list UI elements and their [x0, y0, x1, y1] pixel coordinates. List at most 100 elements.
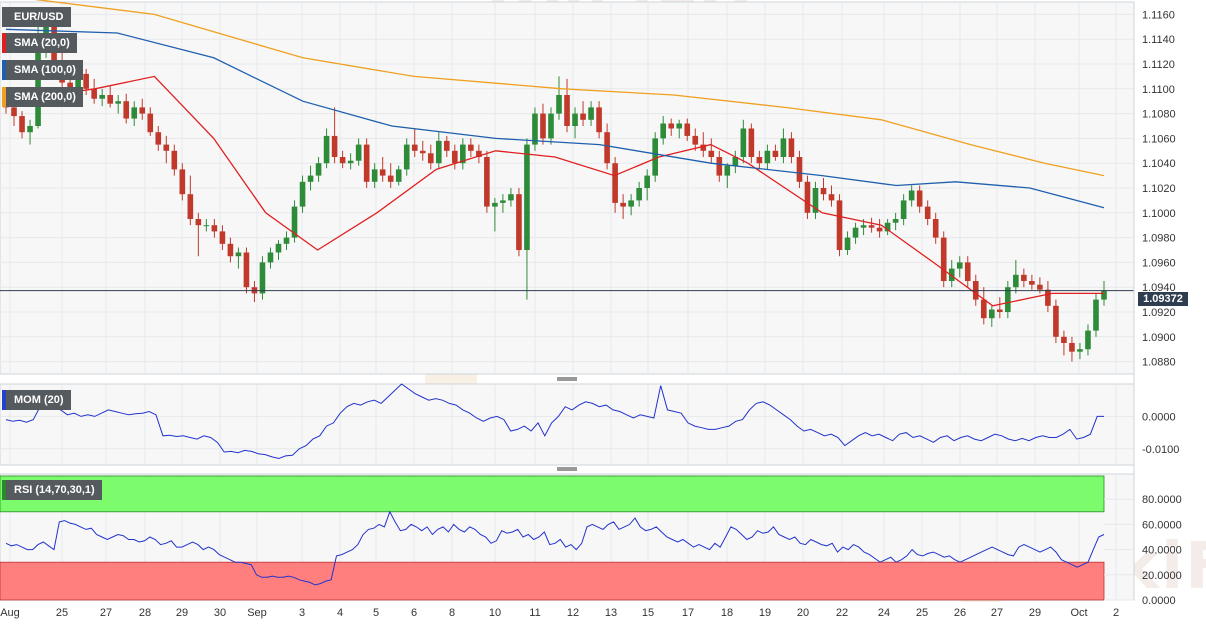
- y-tick-label: 0.0000: [1142, 595, 1176, 607]
- legend-sma200[interactable]: SMA (200,0): [2, 87, 83, 107]
- candle-body: [732, 157, 739, 166]
- candle-body: [227, 243, 234, 257]
- y-tick-label: 1.0940: [1142, 282, 1176, 294]
- candle-body: [379, 169, 386, 176]
- x-tick-label: 6: [411, 607, 417, 619]
- candle-body: [740, 128, 747, 157]
- x-tick-label: 4: [337, 607, 343, 619]
- y-tick-label: 1.0960: [1142, 257, 1176, 269]
- candle-body: [1029, 281, 1035, 285]
- legend-sma100[interactable]: SMA (100,0): [2, 60, 83, 80]
- legend-swatch: [2, 87, 6, 107]
- candle-body: [812, 188, 819, 213]
- candle-body: [259, 262, 266, 294]
- candle-body: [155, 132, 162, 145]
- candle-body: [115, 101, 122, 104]
- legend-label: SMA (100,0): [14, 64, 76, 76]
- candle-body: [772, 150, 779, 157]
- x-tick-label: 2: [1113, 607, 1119, 619]
- legend-mom[interactable]: MOM (20): [2, 390, 71, 410]
- y-tick-label: 0.0000: [1142, 411, 1176, 423]
- candle-body: [99, 95, 105, 99]
- candle-body: [820, 188, 827, 195]
- candle-body: [403, 144, 410, 170]
- candle-body: [684, 123, 691, 136]
- sma200-line: [34, 0, 1105, 177]
- candle-body: [347, 160, 354, 164]
- candle-body: [580, 113, 586, 120]
- y-tick-label: 1.1000: [1142, 208, 1176, 220]
- candle-body: [179, 169, 186, 195]
- candle-body: [532, 113, 538, 145]
- candle-body: [315, 163, 322, 176]
- candle-body: [844, 237, 851, 250]
- candle-body: [476, 150, 482, 157]
- candle-body: [884, 222, 891, 232]
- candle-body: [11, 107, 17, 117]
- candle-body: [708, 150, 715, 157]
- candle-body: [131, 107, 138, 119]
- legend-rsi[interactable]: RSI (14,70,30,1): [2, 480, 102, 500]
- candle-body: [67, 82, 73, 92]
- current-price-label: 1.09372: [1138, 292, 1188, 306]
- legend-label: SMA (200,0): [14, 91, 76, 103]
- x-tick-label: 25: [56, 607, 68, 619]
- y-tick-label: 1.1020: [1142, 183, 1176, 195]
- candle-body: [676, 123, 683, 129]
- candle-body: [1037, 284, 1043, 290]
- y-tick-label: 20.0000: [1142, 570, 1182, 582]
- x-tick-label: 17: [682, 607, 694, 619]
- panel-resize-handle: [557, 467, 577, 471]
- x-tick-label: 5: [373, 607, 379, 619]
- x-tick-label: Sep: [247, 607, 267, 619]
- y-tick-label: 1.1140: [1142, 34, 1175, 46]
- x-tick-label: Aug: [0, 607, 20, 619]
- candle-body: [91, 88, 97, 99]
- candle-body: [997, 309, 1003, 312]
- candle-body: [764, 150, 771, 164]
- candle-body: [1077, 349, 1083, 352]
- candle-body: [307, 175, 314, 182]
- candle-body: [243, 252, 250, 288]
- legend-swatch: [2, 33, 6, 53]
- candle-body: [267, 252, 274, 263]
- mom-line: [5, 383, 1104, 460]
- x-tick-label: 12: [567, 607, 579, 619]
- candle-body: [355, 144, 362, 161]
- x-tick-label: Oct: [1070, 607, 1087, 619]
- legend-eurusd[interactable]: EUR/USD: [2, 7, 71, 27]
- candle-body: [932, 219, 939, 238]
- candle-body: [908, 190, 915, 201]
- candle-body: [1045, 289, 1051, 306]
- candle-body: [516, 194, 522, 250]
- candle-body: [203, 225, 210, 227]
- candle-body: [1101, 290, 1107, 300]
- candle-body: [75, 73, 81, 92]
- candle-body: [1093, 299, 1099, 331]
- candle-body: [836, 200, 843, 250]
- candle-body: [275, 243, 282, 253]
- candle-body: [964, 262, 971, 281]
- candle-body: [283, 237, 290, 244]
- candle-body: [323, 135, 330, 164]
- candle-body: [195, 219, 202, 226]
- legend-label: EUR/USD: [14, 11, 64, 23]
- candle-body: [620, 202, 626, 207]
- candle-body: [1085, 330, 1091, 350]
- y-tick-label: 1.1040: [1142, 158, 1176, 170]
- legend-sma20[interactable]: SMA (20,0): [2, 33, 77, 53]
- candle-body: [940, 237, 947, 281]
- rsi-oversold-zone: [0, 561, 1105, 601]
- candle-body: [828, 194, 835, 201]
- candle-body: [107, 95, 113, 104]
- candle-body: [291, 206, 298, 238]
- candle-body: [876, 227, 883, 232]
- candle-body: [748, 128, 755, 157]
- candle-body: [916, 190, 923, 207]
- x-tick-label: 20: [797, 607, 809, 619]
- legend-swatch: [2, 480, 6, 500]
- candle-body: [331, 135, 338, 157]
- y-tick-label: 1.1100: [1142, 84, 1175, 96]
- candle-body: [395, 169, 402, 182]
